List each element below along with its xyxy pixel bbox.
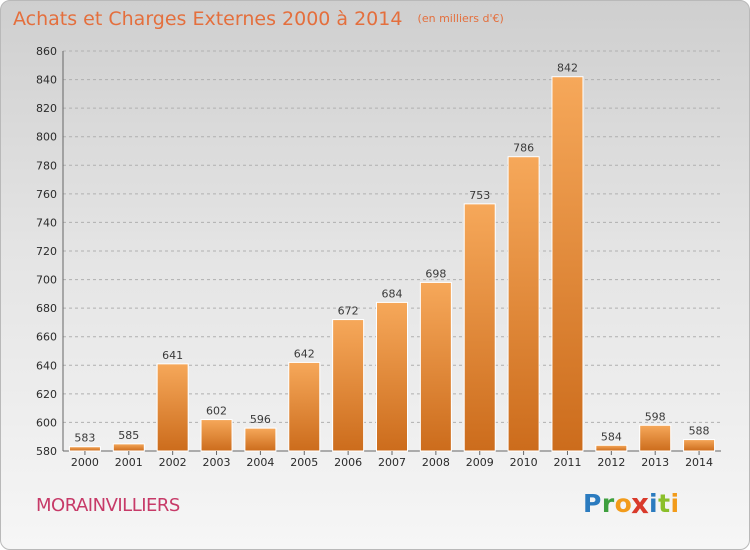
y-tick-label: 860 [36, 45, 57, 58]
logo-letter: P [583, 489, 602, 518]
logo-letter: i [649, 489, 659, 518]
x-tick-label-2002: 2002 [159, 456, 187, 469]
bar-2009 [463, 203, 496, 452]
data-labels: 583 585 641 602 596 642 672 684 698 753 786 842 584 5… [74, 62, 709, 445]
x-tick-label-2011: 2011 [553, 456, 581, 469]
logo-letter: x [631, 487, 650, 520]
data-label-2014: 588 [689, 425, 710, 438]
y-tick-label: 680 [36, 302, 57, 315]
bar-2001 [112, 443, 145, 452]
y-tick-labels: 580 600 620 640 660 680 700 720 740 760 780 800 820 8… [36, 45, 57, 458]
bar-2008 [419, 281, 452, 452]
x-tick-label-2010: 2010 [510, 456, 538, 469]
data-label-2003: 602 [206, 405, 227, 418]
x-tick-label-2008: 2008 [422, 456, 450, 469]
y-tick-label: 800 [36, 131, 57, 144]
y-tick-label: 840 [36, 74, 57, 87]
bar-2004 [244, 427, 277, 452]
data-label-2011: 842 [557, 62, 578, 75]
y-tick-label: 820 [36, 102, 57, 115]
data-label-2009: 753 [469, 189, 490, 202]
city-name: MORAINVILLIERS [36, 495, 180, 516]
x-tick-label-2012: 2012 [597, 456, 625, 469]
bar-2002 [156, 363, 189, 452]
y-tick-label: 640 [36, 359, 57, 372]
y-tick-label: 780 [36, 159, 57, 172]
x-tick-label-2001: 2001 [115, 456, 143, 469]
x-tick-label-2000: 2000 [71, 456, 99, 469]
chart-unit: (en milliers d'€) [417, 12, 504, 25]
y-tick-label: 720 [36, 245, 57, 258]
logo-letter: i [670, 489, 680, 518]
data-label-2006: 672 [338, 305, 359, 318]
x-tick-label-2003: 2003 [203, 456, 231, 469]
chart-title-block: Achats et Charges Externes 2000 à 2014 (… [13, 8, 504, 30]
bar-2014 [683, 439, 716, 452]
data-label-2012: 584 [601, 430, 622, 443]
logo-letter: t [658, 489, 671, 518]
bar-2013 [639, 424, 672, 452]
bar-2003 [200, 419, 233, 452]
x-tick-label-2005: 2005 [290, 456, 318, 469]
y-tick-label: 740 [36, 216, 57, 229]
x-tick-label-2007: 2007 [378, 456, 406, 469]
data-label-2007: 684 [382, 287, 403, 300]
data-label-2008: 698 [425, 267, 446, 280]
y-tick-label: 660 [36, 331, 57, 344]
bar-2012 [595, 444, 628, 452]
data-label-2010: 786 [513, 142, 534, 155]
y-tick-label: 760 [36, 188, 57, 201]
data-label-2004: 596 [250, 413, 271, 426]
data-label-2000: 583 [74, 432, 95, 445]
bar-2006 [332, 319, 365, 452]
x-tick-label-2013: 2013 [641, 456, 669, 469]
data-label-2002: 641 [162, 349, 183, 362]
x-tick-label-2004: 2004 [246, 456, 274, 469]
chart-title: Achats et Charges Externes 2000 à 2014 [13, 8, 403, 30]
x-tick-labels: 2000 2001 2002 2003 2004 2005 2006 2007 2008 2009… [71, 451, 713, 469]
x-tick-label-2006: 2006 [334, 456, 362, 469]
bar-2007 [376, 301, 408, 452]
bar-2010 [507, 156, 540, 452]
data-label-2005: 642 [294, 347, 315, 360]
x-tick-label-2009: 2009 [466, 456, 494, 469]
y-tick-label: 620 [36, 388, 57, 401]
x-tick-label-2014: 2014 [685, 456, 713, 469]
proxiti-logo[interactable]: Proxiti [583, 487, 680, 520]
y-tick-label: 700 [36, 274, 57, 287]
logo-letter: o [614, 489, 633, 518]
y-tick-label: 600 [36, 416, 57, 429]
bar-2005 [288, 361, 321, 452]
bar-2011 [551, 76, 584, 452]
bar-2000 [68, 446, 101, 452]
y-tick-label: 580 [36, 445, 57, 458]
data-label-2013: 598 [645, 410, 666, 423]
logo-letter: r [601, 489, 615, 518]
bars [68, 76, 716, 452]
data-label-2001: 585 [118, 429, 139, 442]
